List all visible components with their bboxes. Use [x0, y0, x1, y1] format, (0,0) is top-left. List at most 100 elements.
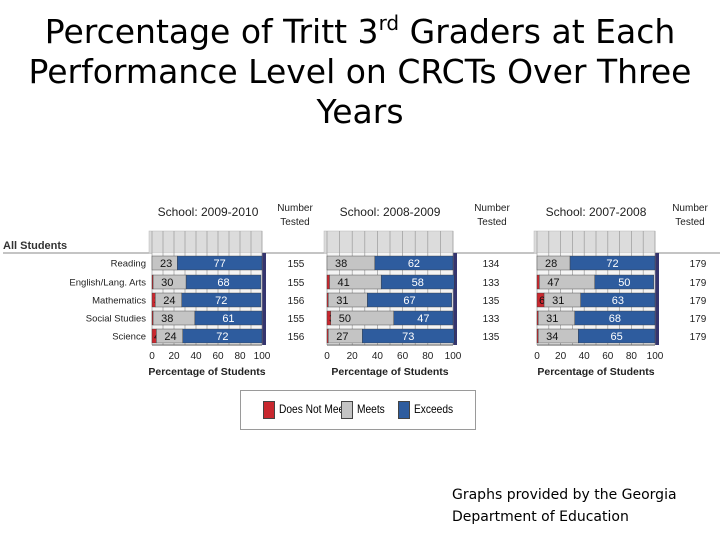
x-tick-label-p1: 60 — [212, 351, 224, 362]
legend-label-exceeds: Exceeds — [414, 402, 454, 416]
number-tested-header-line2-p2: Tested — [477, 217, 506, 228]
bar-exceeds-p3 — [574, 310, 656, 326]
data-label-exceeds-p2: 47 — [417, 313, 429, 325]
slide-title-part2: Graders at Each Performance Level on CRC… — [28, 12, 692, 131]
x-tick-label-p3: 0 — [534, 351, 540, 362]
x-tick-label-p1: 40 — [190, 351, 202, 362]
data-label-meets-p3: 34 — [546, 331, 558, 343]
bar-exceeds-p2 — [367, 292, 452, 308]
data-label-meets-p2: 38 — [335, 258, 347, 270]
number-tested-value-p2: 133 — [483, 314, 500, 325]
category-label: Mathematics — [92, 296, 146, 307]
data-label-meets-p3: 47 — [547, 277, 559, 289]
panel-side-p2 — [453, 253, 457, 345]
bar-exceeds-p3 — [580, 292, 656, 308]
number-tested-value-p2: 133 — [483, 278, 500, 289]
data-label-exceeds-p1: 72 — [216, 331, 228, 343]
x-tick-label-p1: 80 — [234, 351, 246, 362]
x-tick-label-p2: 0 — [324, 351, 330, 362]
data-label-meets-p1: 38 — [161, 313, 173, 325]
panel-backdrop-p3 — [533, 230, 656, 254]
chart-title-p2: School: 2008-2009 — [340, 205, 441, 219]
number-tested-header-line2-p1: Tested — [280, 217, 309, 228]
x-tick-label-p3: 40 — [579, 351, 591, 362]
data-label-exceeds-p2: 62 — [408, 258, 420, 270]
x-tick-label-p3: 100 — [647, 351, 664, 362]
number-tested-value-p3: 179 — [690, 332, 707, 343]
credit-line-1: Graphs provided by the Georgia — [452, 487, 677, 503]
data-label-meets-p2: 27 — [336, 331, 348, 343]
x-tick-label-p2: 100 — [445, 351, 462, 362]
panel-backdrop-p1 — [148, 230, 263, 254]
number-tested-value-p1: 156 — [288, 332, 305, 343]
bar-exceeds-p3 — [569, 255, 656, 271]
chart-legend: Does Not Meet Meets Exceeds — [240, 390, 476, 430]
bar-exceeds-p2 — [374, 255, 454, 271]
bar-exceeds-p1 — [185, 274, 262, 290]
category-label: Science — [112, 332, 146, 343]
number-tested-value-p3: 179 — [690, 296, 707, 307]
bar-exceeds-p1 — [181, 292, 262, 308]
data-label-meets-p1: 24 — [163, 295, 175, 307]
category-label: Social Studies — [86, 314, 146, 325]
x-tick-label-p3: 80 — [626, 351, 638, 362]
x-tick-label-p1: 100 — [254, 351, 271, 362]
category-label: English/Lang. Arts — [69, 278, 146, 289]
x-axis-label-p2: Percentage of Students — [331, 366, 448, 378]
bar-exceeds-p2 — [362, 328, 455, 344]
chart-title-p1: School: 2009-2010 — [158, 205, 259, 219]
bar-exceeds-p3 — [594, 274, 655, 290]
bar-exceeds-p2 — [393, 310, 454, 326]
data-label-exceeds-p3: 72 — [606, 258, 618, 270]
x-tick-label-p2: 80 — [422, 351, 434, 362]
panel-backdrop-p2 — [323, 230, 454, 254]
number-tested-header-line1-p3: Number — [672, 203, 708, 214]
x-tick-label-p2: 60 — [397, 351, 409, 362]
number-tested-header-line1-p1: Number — [277, 203, 313, 214]
number-tested-value-p1: 155 — [288, 278, 305, 289]
data-label-exceeds-p2: 67 — [403, 295, 415, 307]
number-tested-header-line1-p2: Number — [474, 203, 510, 214]
legend-swatch-exceeds — [398, 401, 410, 419]
legend-label-meets: Meets — [357, 402, 385, 416]
credit-note: Graphs provided by the Georgia Departmen… — [452, 484, 677, 528]
data-label-exceeds-p1: 68 — [217, 277, 229, 289]
x-tick-label-p1: 0 — [149, 351, 155, 362]
slide-title: Percentage of Tritt 3rd Graders at Each … — [20, 12, 700, 132]
number-tested-value-p1: 155 — [288, 314, 305, 325]
bar-exceeds-p2 — [380, 274, 455, 290]
legend-swatch-does-not-meet — [263, 401, 275, 419]
number-tested-value-p3: 179 — [690, 278, 707, 289]
bar-exceeds-p1 — [194, 310, 263, 326]
x-tick-label-p1: 20 — [168, 351, 180, 362]
number-tested-value-p2: 135 — [483, 332, 500, 343]
credit-line-2: Department of Education — [452, 509, 629, 525]
data-label-meets-p1: 30 — [161, 277, 173, 289]
number-tested-value-p2: 135 — [483, 296, 500, 307]
number-tested-value-p1: 155 — [288, 259, 305, 270]
data-label-meets-p2: 41 — [338, 277, 350, 289]
data-label-exceeds-p3: 63 — [612, 295, 624, 307]
data-label-meets-p3: 31 — [546, 313, 558, 325]
data-label-exceeds-p3: 68 — [609, 313, 621, 325]
legend-swatch-meets — [341, 401, 353, 419]
bar-exceeds-p3 — [578, 328, 656, 344]
data-label-exceeds-p3: 65 — [611, 331, 623, 343]
data-label-does-not-meet-p3: 6 — [539, 295, 545, 307]
legend-label-does-not-meet: Does Not Meet — [279, 402, 348, 416]
x-tick-label-p3: 60 — [602, 351, 614, 362]
data-label-exceeds-p1: 72 — [215, 295, 227, 307]
slide-title-superscript: rd — [378, 11, 400, 35]
number-tested-value-p3: 179 — [690, 259, 707, 270]
slide-title-part1: Percentage of Tritt 3 — [44, 12, 379, 51]
x-axis-label-p3: Percentage of Students — [537, 366, 654, 378]
data-label-exceeds-p3: 50 — [618, 277, 630, 289]
data-label-meets-p3: 28 — [545, 258, 557, 270]
number-tested-header-line2-p3: Tested — [675, 217, 704, 228]
x-tick-label-p2: 40 — [372, 351, 384, 362]
panel-side-p3 — [655, 253, 659, 345]
bar-meets-p1 — [152, 310, 196, 326]
data-label-exceeds-p1: 77 — [214, 258, 226, 270]
data-label-meets-p2: 31 — [336, 295, 348, 307]
